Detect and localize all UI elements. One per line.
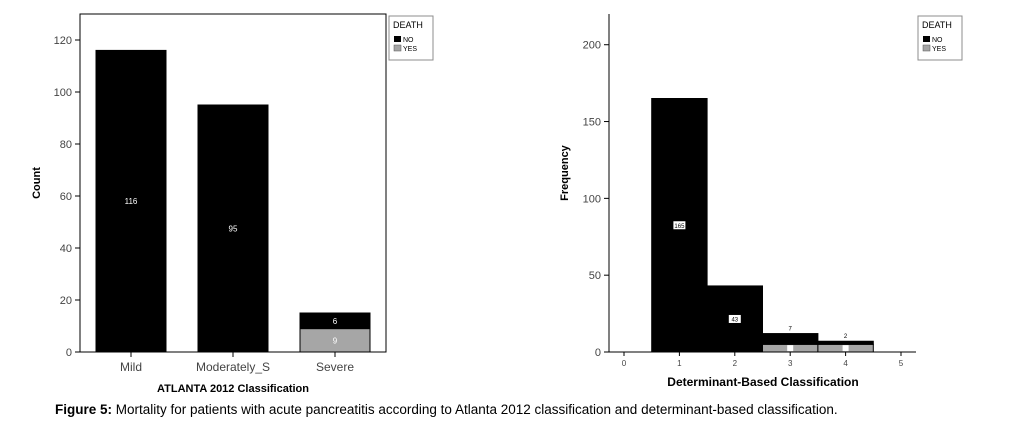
value-label-box <box>673 221 686 230</box>
bar-no <box>197 104 269 353</box>
y-tick-label: 0 <box>66 347 72 359</box>
x-tick-label: 4 <box>843 359 848 368</box>
y-tick-label: 40 <box>60 243 72 255</box>
value-label-box <box>787 345 794 352</box>
bar-value-label: 6 <box>333 317 338 326</box>
bar-value-label: 9 <box>333 336 338 345</box>
bar-value-label: 7 <box>789 327 793 333</box>
determinant-chart: 0 50 100 150 200 Frequency 0 1 2 3 4 5 165 43 7 2 Determ… <box>559 14 963 389</box>
legend-swatch-no <box>923 36 930 42</box>
bar-no <box>817 340 874 345</box>
caption-label: Figure 5: <box>55 402 113 417</box>
legend-title: DEATH <box>393 20 423 30</box>
legend-swatch-yes <box>922 44 931 52</box>
x-tick-label: 2 <box>733 359 738 368</box>
legend-swatch-no <box>394 36 401 42</box>
figure-canvas: 020406080100120Count116Mild95Moderately_… <box>31 13 963 395</box>
x-tick-label: Mild <box>120 360 142 374</box>
x-axis-label: Determinant-Based Classification <box>667 375 858 389</box>
x-tick-label: 5 <box>899 359 904 368</box>
y-tick-label: 0 <box>595 347 601 359</box>
y-tick-label: 80 <box>60 139 72 151</box>
y-tick-label: 50 <box>589 270 601 282</box>
bar-no <box>762 333 819 345</box>
legend-swatch-yes <box>393 44 402 52</box>
x-tick-label: Severe <box>316 360 354 374</box>
y-tick-label: 100 <box>54 87 72 99</box>
y-tick-label: 100 <box>583 193 601 205</box>
value-label-box <box>728 314 741 323</box>
y-tick-label: 60 <box>60 191 72 203</box>
y-tick-label: 120 <box>54 35 72 47</box>
bar-value-label: 116 <box>125 197 138 206</box>
legend-title: DEATH <box>922 20 952 30</box>
x-axis-label: ATLANTA 2012 Classification <box>157 383 309 395</box>
bar-value-label: 95 <box>229 225 238 234</box>
x-tick-label: 0 <box>622 359 627 368</box>
y-axis-label: Count <box>31 167 43 199</box>
legend-label-no: NO <box>932 37 943 44</box>
bar-value-label: 43 <box>731 317 738 323</box>
legend-label-yes: YES <box>932 46 946 53</box>
figure-caption: Figure 5: Mortality for patients with ac… <box>55 402 838 417</box>
legend-label-no: NO <box>403 37 414 44</box>
x-tick-label: Moderately_S <box>196 360 270 374</box>
x-tick-label: 3 <box>788 359 793 368</box>
caption-text: Mortality for patients with acute pancre… <box>115 402 838 417</box>
bar-value-label: 2 <box>844 334 848 340</box>
legend-label-yes: YES <box>403 46 417 53</box>
x-tick-label: 1 <box>677 359 682 368</box>
value-label-box <box>842 345 849 352</box>
atlanta-chart: 0 20 40 60 80 100 120 Count 116 Mild 95 Moderately_… <box>31 13 434 395</box>
y-axis-label: Frequency <box>559 144 571 201</box>
y-tick-label: 20 <box>60 295 72 307</box>
bar-value-label: 165 <box>674 224 685 230</box>
y-tick-label: 150 <box>583 117 601 129</box>
bar-no <box>299 312 371 330</box>
y-tick-label: 200 <box>583 40 601 52</box>
